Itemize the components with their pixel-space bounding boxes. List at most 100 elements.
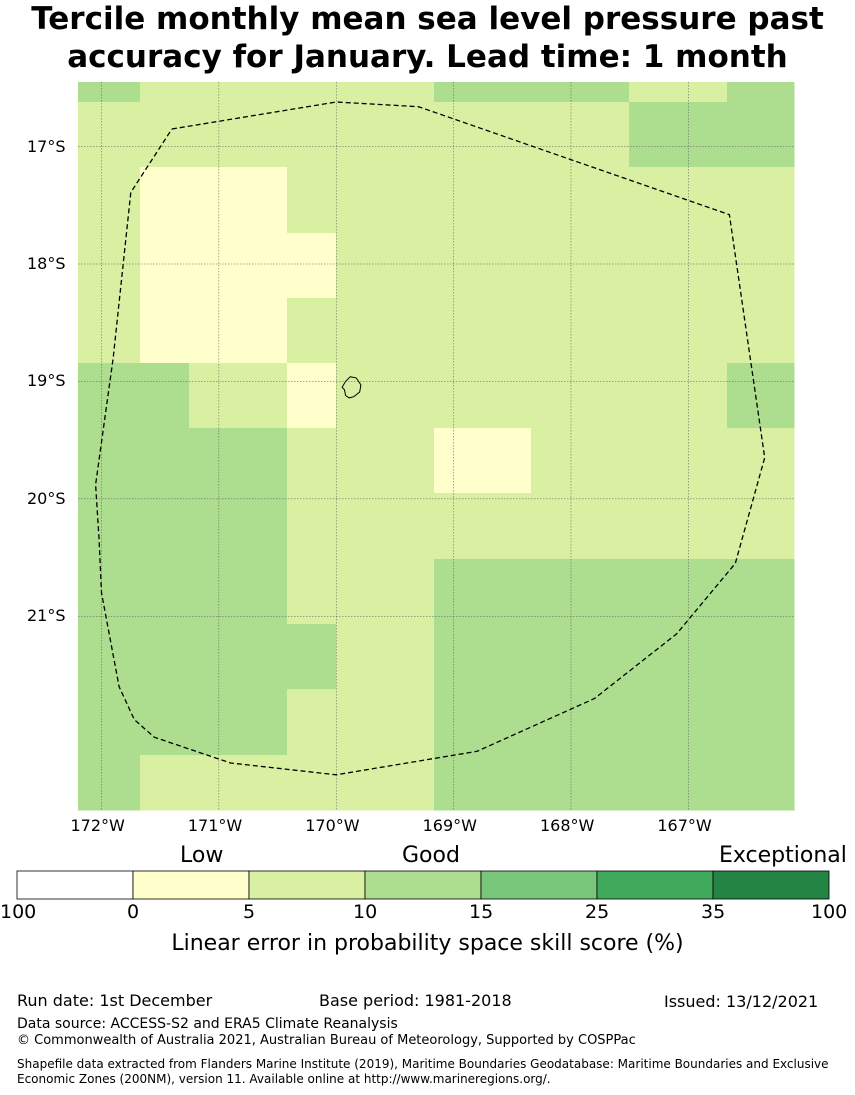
longitude-label: 169°W [422,816,477,835]
longitude-label: 170°W [305,816,360,835]
island-outline [341,376,362,399]
grid-cell [336,755,386,811]
grid-cell [629,428,728,494]
base-period: Base period: 1981-2018 [319,991,512,1010]
grid-cell [434,298,532,364]
colorbar [16,870,830,900]
longitude-label: 172°W [70,816,125,835]
colorbar-tick-label: 25 [585,901,610,923]
colorbar-bin [132,870,250,900]
grid-cell [629,298,728,364]
grid-cell [531,102,630,168]
grid-cell [189,559,239,625]
grid-cell [727,493,795,560]
issued-date: Issued: 13/12/2021 [664,992,819,1011]
grid-cell [140,82,190,103]
colorbar-tick-label: 5 [243,901,256,923]
grid-cell [629,559,728,625]
grid-cell [189,363,239,429]
colorbar-bin [16,870,134,900]
grid-cell [385,82,435,103]
run-date: Run date: 1st December [17,991,213,1010]
grid-cell [336,82,386,103]
grid-cell [287,82,337,103]
grid-cell [727,624,795,690]
map-title-line-1: Tercile monthly mean sea level pressure … [31,1,824,37]
grid-cell [287,428,337,494]
grid-cell [727,428,795,494]
grid-cell [336,363,386,429]
grid-cell [140,624,190,690]
grid-cell [287,755,337,811]
colorbar-bin [248,870,366,900]
grid-cell [238,428,288,494]
grid-cell [629,233,728,299]
grid-cell [385,102,435,168]
grid-cell [434,559,532,625]
latitude-label: 17°S [27,136,66,156]
grid-cell [385,755,435,811]
grid-cell [238,363,288,429]
grid-cell [727,689,795,756]
grid-cell [140,428,190,494]
grid-cell [287,624,337,690]
grid-cell [78,298,141,364]
grid-cell [434,233,532,299]
grid-cell [434,428,532,494]
grid-cell [238,82,288,103]
grid-cell [531,298,630,364]
grid-cell [238,298,288,364]
grid-cell [78,82,141,103]
grid-cell [629,689,728,756]
grid-cell [385,689,435,756]
grid-cell [287,167,337,234]
grid-cell [531,559,630,625]
colorbar-tick-label: 10 [353,901,378,923]
grid-cell [78,167,141,234]
grid-cell [434,493,532,560]
grid-cell [629,624,728,690]
grid-cell [531,755,630,811]
latitude-label: 21°S [27,606,66,626]
grid-cell [434,82,532,103]
grid-cell [287,298,337,364]
grid-cell [189,755,239,811]
grid-cell [727,102,795,168]
grid-cell [78,624,141,690]
grid-cell [287,559,337,625]
latitude-label: 19°S [27,371,66,391]
colorbar-bin [596,870,714,900]
grid-cell [336,624,386,690]
longitude-label: 171°W [187,816,243,835]
grid-cell [78,689,141,756]
grid-cell [189,428,239,494]
grid-cell [287,493,337,560]
grid-cell [434,755,532,811]
grid-cell [385,559,435,625]
colorbar-bin [364,870,482,900]
map-title-line-2: accuracy for January. Lead time: 1 month [67,39,788,75]
grid-cell [727,363,795,429]
graticule [78,82,794,810]
grid-cell [727,167,795,234]
grid-cell [727,233,795,299]
grid-cell [78,559,141,625]
grid-cell [336,233,386,299]
colorbar-tick-label: 0 [127,901,140,923]
colorbar-tick-label: 100 [0,901,37,923]
grid-cell [189,298,239,364]
grid-cell [238,493,288,560]
grid-cell [78,755,141,811]
shapefile-credit: Shapefile data extracted from Flanders M… [17,1057,829,1086]
grid-cell [531,82,630,103]
grid-cell [140,233,190,299]
grid-cell [531,167,630,234]
category-low: Low [180,843,224,868]
grid-cell [189,624,239,690]
grid-cell [531,363,630,429]
grid-cell [629,755,728,811]
grid-cell [287,689,337,756]
grid-cell [434,624,532,690]
grid-cell [434,689,532,756]
